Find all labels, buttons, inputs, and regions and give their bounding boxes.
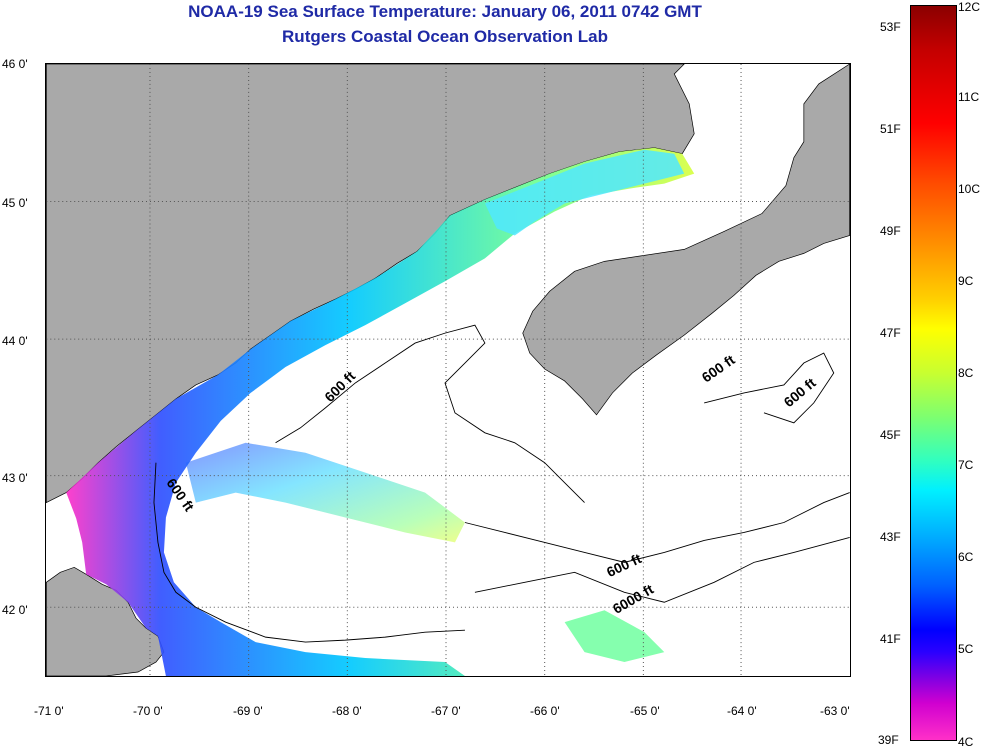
sst-shelf-band bbox=[185, 442, 465, 543]
colorbar-label-c: 9C bbox=[958, 274, 974, 288]
lat-tick-43: 43 0' bbox=[2, 471, 28, 485]
sst-bay-of-fundy bbox=[484, 149, 685, 236]
lat-tick-42: 42 0' bbox=[2, 603, 28, 617]
colorbar-label-f: 41F bbox=[880, 632, 901, 646]
colorbar-label-c: 5C bbox=[958, 642, 974, 656]
lat-tick-44: 44 0' bbox=[2, 334, 28, 348]
contour-600ft-scotian bbox=[704, 352, 835, 424]
lon-tick-63: -63 0' bbox=[820, 704, 850, 718]
lon-tick-67: -67 0' bbox=[431, 704, 461, 718]
colorbar-label-c: 12C bbox=[958, 0, 981, 14]
temperature-colorbar bbox=[910, 5, 957, 741]
colorbar-label-f: 51F bbox=[880, 122, 901, 136]
lon-tick-64: -64 0' bbox=[727, 704, 757, 718]
contour-6000ft bbox=[474, 537, 850, 603]
colorbar-label-c: 10C bbox=[958, 182, 981, 196]
sst-southeast-patch bbox=[564, 610, 665, 663]
lon-tick-65: -65 0' bbox=[630, 704, 660, 718]
lon-tick-69: -69 0' bbox=[233, 704, 263, 718]
colorbar-label-f: 45F bbox=[880, 428, 901, 442]
map-title: NOAA-19 Sea Surface Temperature: January… bbox=[188, 2, 702, 21]
colorbar-label-c: 11C bbox=[958, 90, 980, 104]
lat-tick-46: 46 0' bbox=[2, 57, 28, 71]
lon-tick-66: -66 0' bbox=[530, 704, 560, 718]
colorbar-label-f: 53F bbox=[880, 20, 901, 34]
land-nova-scotia bbox=[522, 64, 850, 416]
colorbar-label-f: 49F bbox=[880, 224, 901, 238]
colorbar-label-c: 6C bbox=[958, 550, 974, 564]
colorbar-label-c: 4C bbox=[958, 735, 974, 749]
colorbar-label-f: 47F bbox=[880, 326, 901, 340]
colorbar-label-c: 7C bbox=[958, 458, 974, 472]
contour-600ft-basin bbox=[275, 324, 585, 503]
colorbar-label-c: 8C bbox=[958, 366, 974, 380]
bathymetry-contours bbox=[153, 324, 850, 643]
map-subtitle: Rutgers Coastal Ocean Observation Lab bbox=[282, 27, 608, 46]
sst-map: 600 ft 600 ft 600 ft 600 ft 600 ft 6000 … bbox=[45, 63, 851, 677]
contour-600ft-gulf bbox=[153, 462, 465, 643]
lon-tick-70: -70 0' bbox=[133, 704, 163, 718]
contour-600ft-georges bbox=[464, 492, 850, 563]
sst-coastal-band bbox=[66, 147, 695, 676]
lat-tick-45: 45 0' bbox=[2, 196, 28, 210]
colorbar-label-f: 39F bbox=[878, 733, 899, 747]
land-massachusetts bbox=[46, 566, 165, 676]
lon-tick-68: -68 0' bbox=[332, 704, 362, 718]
lon-tick-71: -71 0' bbox=[34, 704, 64, 718]
colorbar-label-f: 43F bbox=[880, 530, 901, 544]
